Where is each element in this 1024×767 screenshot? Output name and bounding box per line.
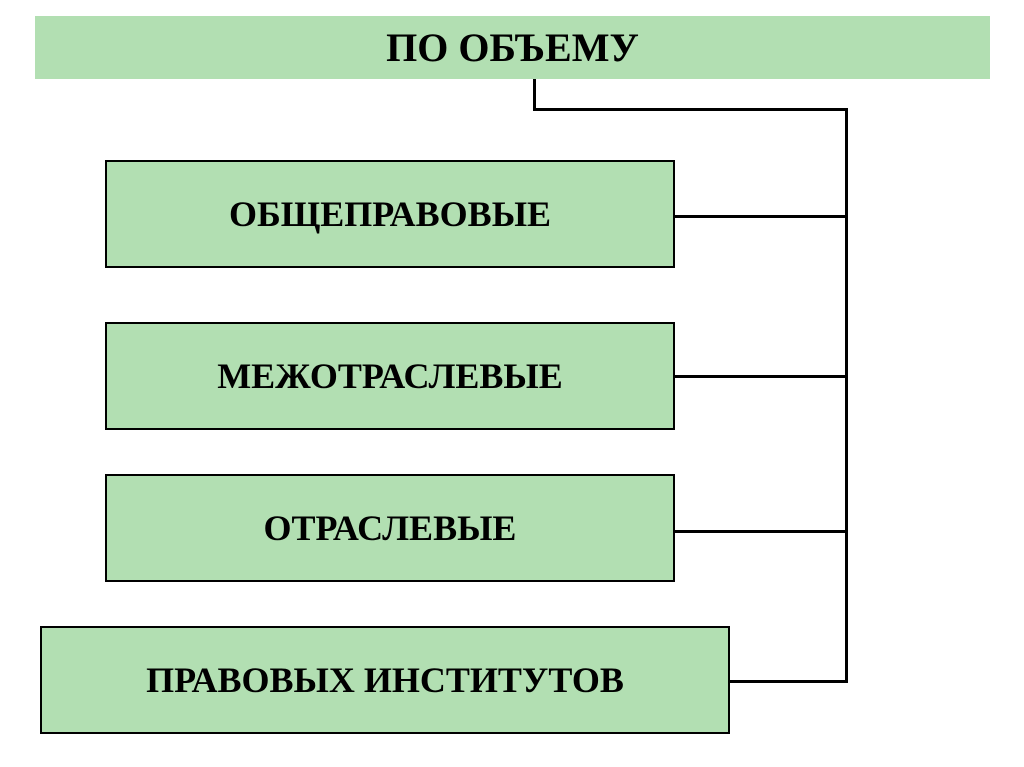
node-box-1: ОБЩЕПРАВОВЫЕ [105,160,675,268]
connector-top-horizontal [533,108,848,111]
node-box-3: ОТРАСЛЕВЫЕ [105,474,675,582]
header-box: ПО ОБЪЕМУ [35,16,990,79]
connector-branch-2 [675,375,848,378]
connector-stem [533,79,536,111]
node-text-1: ОБЩЕПРАВОВЫЕ [229,193,551,235]
connector-branch-1 [675,215,848,218]
node-text-3: ОТРАСЛЕВЫЕ [264,507,517,549]
node-box-4: ПРАВОВЫХ ИНСТИТУТОВ [40,626,730,734]
node-box-2: МЕЖОТРАСЛЕВЫЕ [105,322,675,430]
connector-trunk [845,108,848,683]
node-text-4: ПРАВОВЫХ ИНСТИТУТОВ [146,659,624,701]
connector-branch-3 [675,530,848,533]
connector-branch-4 [730,680,848,683]
node-text-2: МЕЖОТРАСЛЕВЫЕ [217,355,563,397]
header-text: ПО ОБЪЕМУ [386,24,639,71]
